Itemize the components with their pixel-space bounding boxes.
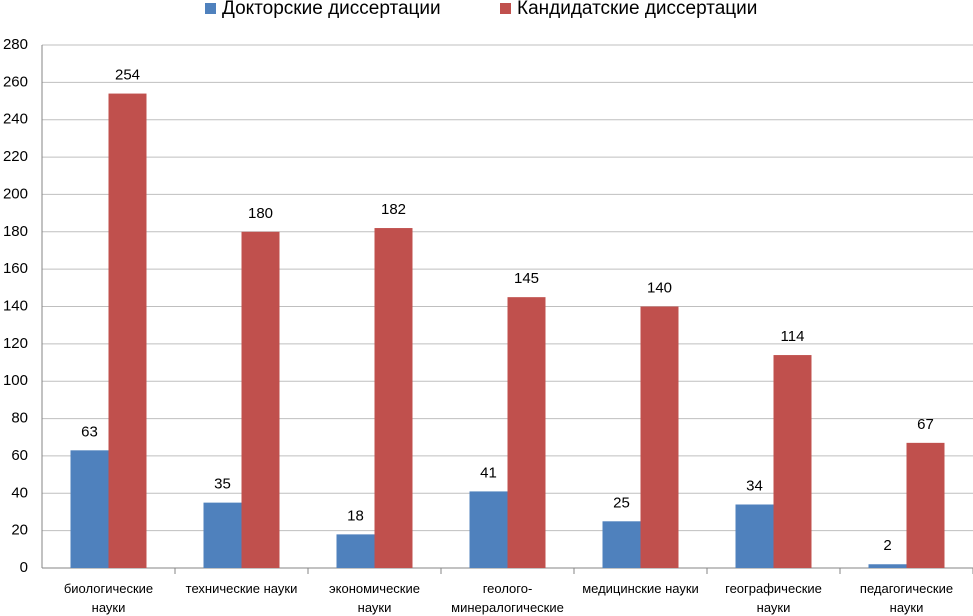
data-label: 63 — [81, 423, 98, 440]
legend-label: Кандидатские диссертации — [517, 0, 757, 19]
y-tick-label: 160 — [3, 260, 28, 277]
y-tick-label: 280 — [3, 36, 28, 53]
bar — [70, 450, 109, 568]
y-tick-label: 80 — [11, 410, 28, 427]
bar — [735, 504, 774, 568]
y-tick-label: 260 — [3, 73, 28, 90]
bar — [906, 442, 945, 568]
y-tick-label: 140 — [3, 297, 28, 314]
bar — [773, 355, 812, 568]
data-label: 67 — [917, 416, 934, 433]
bar — [469, 491, 508, 568]
legend-label: Докторские диссертации — [222, 0, 441, 19]
y-tick-label: 60 — [11, 447, 28, 464]
data-label: 35 — [214, 476, 231, 493]
data-label: 25 — [613, 494, 630, 511]
bar — [108, 93, 147, 569]
bar — [336, 534, 375, 568]
y-tick-label: 40 — [11, 484, 28, 501]
x-tick-label: медицинские науки — [582, 581, 699, 596]
bar — [241, 231, 280, 569]
bar — [602, 521, 641, 568]
data-label: 182 — [381, 201, 406, 218]
data-label: 2 — [883, 537, 891, 554]
bar — [374, 228, 413, 569]
x-tick-label: географические науки — [725, 581, 822, 615]
data-label: 18 — [347, 507, 364, 524]
legend-swatch — [500, 3, 511, 14]
y-tick-label: 120 — [3, 335, 28, 352]
x-tick-label: технические науки — [185, 581, 298, 596]
y-tick-label: 0 — [20, 559, 28, 576]
data-label: 254 — [115, 67, 140, 84]
bar — [640, 306, 679, 568]
x-tick-label: педагогические науки — [859, 581, 954, 615]
data-label: 41 — [480, 464, 497, 481]
data-label: 145 — [514, 270, 539, 287]
y-tick-label: 20 — [11, 522, 28, 539]
data-label: 140 — [647, 279, 672, 296]
y-tick-label: 220 — [3, 148, 28, 165]
y-tick-label: 100 — [3, 372, 28, 389]
data-label: 34 — [746, 477, 763, 494]
bar — [868, 564, 907, 568]
data-label: 114 — [781, 328, 805, 345]
data-label: 180 — [248, 205, 273, 222]
y-tick-label: 240 — [3, 111, 28, 128]
bar — [203, 502, 242, 568]
x-tick-label: экономические науки — [329, 581, 420, 615]
x-tick-label: геолого-минералогические науки — [451, 581, 564, 615]
y-tick-label: 180 — [3, 223, 28, 240]
bar — [507, 297, 546, 568]
x-tick-label: биологические науки — [63, 581, 154, 615]
y-tick-label: 200 — [3, 185, 28, 202]
legend-swatch — [205, 3, 216, 14]
